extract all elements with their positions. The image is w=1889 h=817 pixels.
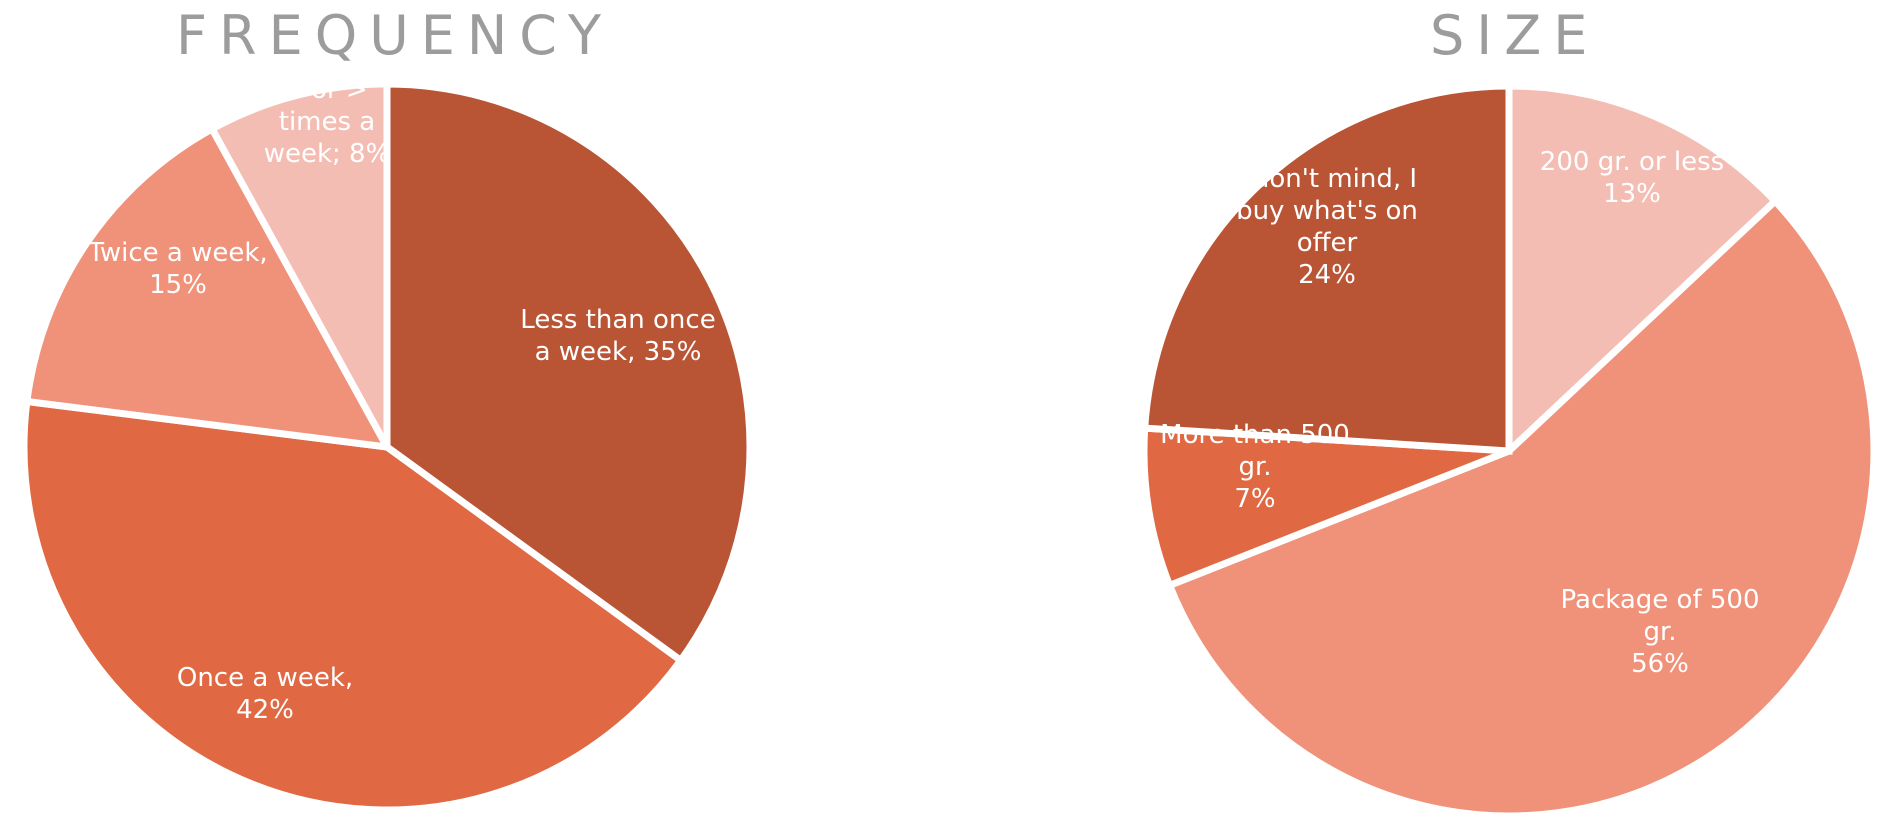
pie-slice-size-3 xyxy=(1141,82,1513,455)
pie-slice-label-frequency-2: Twice a week, 15% xyxy=(87,238,267,300)
chart-title-frequency: FREQUENCY xyxy=(176,4,613,67)
pie-slice-label-frequency-3: 3 or > times a week; 8% xyxy=(264,75,391,169)
pie-slice-frequency-2 xyxy=(22,124,394,452)
pie-slice-size-1 xyxy=(1165,196,1878,817)
pie-slice-label-size-0: 200 gr. or less 13% xyxy=(1540,147,1724,209)
pie-chart-size: 200 gr. or less 13% Package of 500 gr. 56% Mo… xyxy=(1140,82,1878,817)
pie-slice-frequency-3 xyxy=(207,80,391,449)
pie-slice-label-frequency-1: Once a week, 42% xyxy=(177,663,353,725)
pie-slice-label-frequency-0: Less than once a week, 35% xyxy=(520,305,715,367)
pie-slice-size-0 xyxy=(1505,82,1781,460)
pie-chart-frequency: Less than once a week, 35% Once a week, 42%… xyxy=(20,75,754,814)
pie-slice-frequency-0 xyxy=(383,80,754,666)
pie-slice-frequency-1 xyxy=(20,397,686,814)
pie-slice-size-2 xyxy=(1140,424,1511,590)
chart-title-size: SIZE xyxy=(1430,4,1600,67)
pie-slice-label-size-2: More than 500 gr. 7% xyxy=(1160,420,1350,514)
pie-slice-label-size-1: Package of 500 gr. 56% xyxy=(1561,585,1760,679)
